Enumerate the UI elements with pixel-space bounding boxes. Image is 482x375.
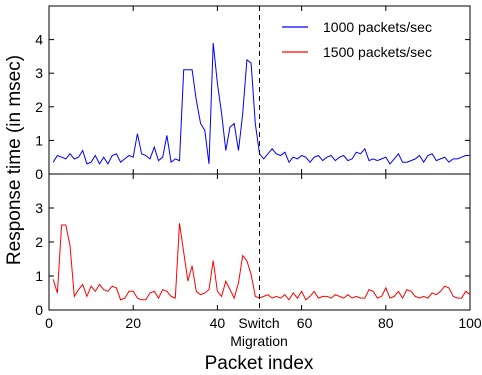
x-tick-label: 20: [125, 315, 141, 331]
x-tick-label: 40: [210, 315, 226, 331]
x-axis-ticks: 0 20 40 60 80 100: [45, 6, 482, 331]
y-tick-label: 0: [35, 302, 43, 318]
y-tick-label: 2: [35, 234, 43, 250]
x-tick-label: 0: [45, 315, 53, 331]
x-axis-label: Packet index: [205, 353, 314, 374]
bottom-plot-area: [52, 223, 471, 301]
legend: 1000 packets/sec 1500 packets/sec: [282, 19, 432, 60]
x-tick-label: 80: [378, 315, 394, 331]
bottom-y-axis-ticks: 0 1 2 3: [35, 200, 470, 318]
y-tick-label: 0: [35, 166, 43, 182]
migration-label: Migration: [230, 333, 288, 349]
y-tick-label: 3: [35, 200, 43, 216]
top-y-axis-ticks: 0 1 2 3 4: [35, 32, 470, 182]
y-tick-label: 2: [35, 99, 43, 115]
legend-label-1500: 1500 packets/sec: [323, 44, 432, 60]
y-axis-label: Response time (in msec): [4, 55, 25, 265]
y-tick-label: 4: [35, 32, 43, 48]
series-line-bottom-0: [52, 223, 471, 301]
y-tick-label: 1: [35, 132, 43, 148]
series-line-top-0: [52, 42, 470, 165]
y-tick-label: 3: [35, 65, 43, 81]
top-plot-area: [52, 42, 470, 165]
y-tick-label: 1: [35, 268, 43, 284]
x-tick-label: 60: [297, 315, 313, 331]
x-tick-label: 100: [458, 315, 482, 331]
legend-label-1000: 1000 packets/sec: [323, 19, 432, 35]
switch-label: Switch: [238, 315, 279, 331]
